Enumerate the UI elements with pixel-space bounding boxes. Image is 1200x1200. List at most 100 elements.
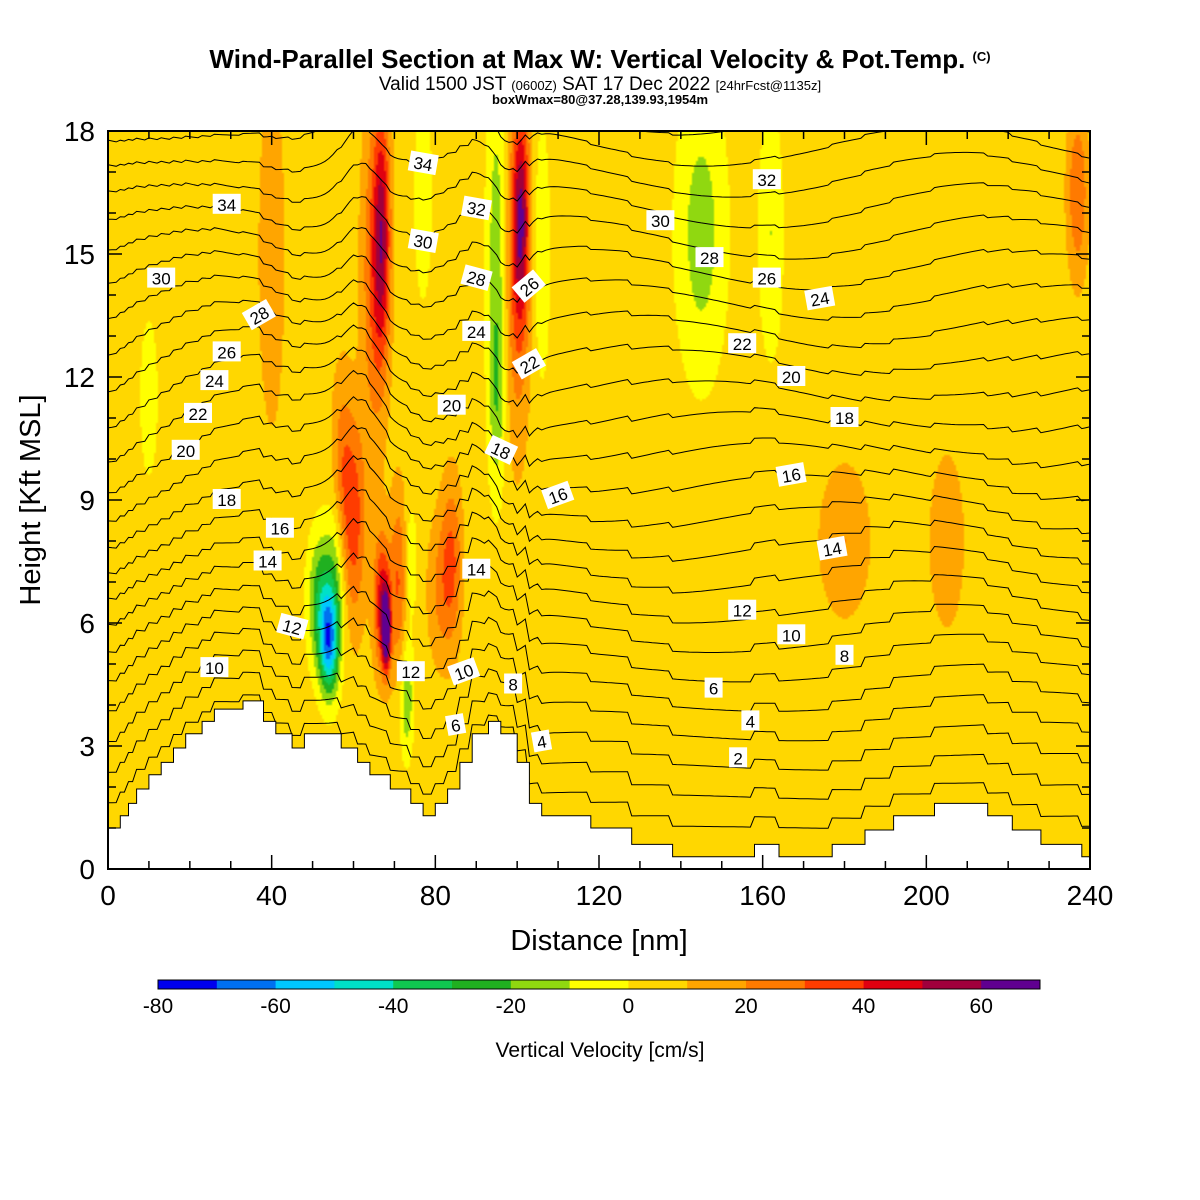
theta-label-bg <box>437 394 466 415</box>
theta-label-bg <box>407 150 439 176</box>
theta-label: 32 <box>752 169 781 190</box>
theta-contour-line <box>108 424 1090 535</box>
theta-contours <box>108 131 1090 829</box>
theta-label-text: 32 <box>757 171 776 190</box>
theta-label-text: 4 <box>746 712 755 731</box>
theta-label-bg <box>728 333 757 354</box>
theta-label-text: 28 <box>465 267 488 290</box>
theta-label-bg <box>253 550 282 571</box>
theta-label-bg <box>752 267 781 288</box>
theta-label-bg <box>752 169 781 190</box>
theta-label: 34 <box>212 193 241 215</box>
theta-label-bg <box>212 489 241 509</box>
theta-label-text: 24 <box>809 289 831 311</box>
colorbar-swatch <box>569 980 629 989</box>
colorbar-title: Vertical Velocity [cm/s] <box>496 1039 705 1062</box>
theta-label-bg <box>816 535 848 561</box>
theta-label: 8 <box>835 644 854 666</box>
theta-label-bg <box>200 370 229 391</box>
theta-label: 34 <box>407 150 439 176</box>
theta-label: 28 <box>695 247 724 268</box>
y-tick-label: 12 <box>64 362 95 393</box>
y-tick-label: 15 <box>64 239 95 270</box>
theta-label: 10 <box>777 624 806 645</box>
theta-label: 24 <box>200 370 229 391</box>
theta-label-text: 24 <box>467 323 486 342</box>
colorbar-swatch <box>334 980 394 989</box>
theta-label-bg <box>777 624 806 645</box>
theta-label-bg <box>511 348 547 380</box>
forecast-info: [24hrFcst@1135z] <box>715 78 822 93</box>
theta-label-bg <box>462 320 491 341</box>
colorbar-tick-label: -40 <box>378 995 408 1018</box>
theta-label-bg <box>212 193 241 214</box>
theta-label: 20 <box>777 366 806 387</box>
theta-contour-line <box>108 250 1090 321</box>
theta-label-text: 14 <box>467 561 486 580</box>
theta-contour-line <box>108 196 1090 260</box>
theta-label: 4 <box>530 729 553 753</box>
theta-label-text: 28 <box>700 249 719 268</box>
theta-label-bg <box>646 210 675 231</box>
theta-label-bg <box>396 661 425 682</box>
theta-label-bg <box>212 341 241 362</box>
theta-label-bg <box>775 462 807 487</box>
colorbar-swatch <box>981 980 1041 989</box>
theta-label: 14 <box>253 550 282 572</box>
theta-label-bg <box>835 644 854 665</box>
theta-label: 2 <box>729 747 748 768</box>
colorbar-tick-label: 60 <box>970 995 993 1018</box>
colorbar-tick-label: -60 <box>260 995 290 1018</box>
valid-zulu: (0600Z) <box>511 78 557 93</box>
theta-label-text: 30 <box>152 270 171 289</box>
theta-label: 30 <box>147 267 176 289</box>
theta-label-text: 20 <box>176 442 195 461</box>
theta-label-bg <box>462 558 491 579</box>
theta-label-text: 18 <box>217 491 236 510</box>
colorbar-swatch <box>216 980 277 989</box>
theta-contour-line <box>108 227 1090 291</box>
theta-label-text: 18 <box>835 409 854 428</box>
theta-label-text: 22 <box>733 335 752 354</box>
colorbar-swatch <box>687 980 747 989</box>
theta-label-text: 26 <box>217 343 236 362</box>
theta-label-bg <box>484 434 519 465</box>
theta-label: 24 <box>462 320 491 342</box>
theta-contour-line <box>108 552 1090 653</box>
theta-label: 30 <box>407 228 439 253</box>
theta-label: 14 <box>816 535 848 561</box>
theta-label: 12 <box>276 612 309 640</box>
theta-contour-line <box>108 369 1090 469</box>
theta-label-bg <box>460 195 492 221</box>
theta-label-text: 22 <box>189 405 208 424</box>
theta-label-bg <box>704 677 723 698</box>
theta-contour-line <box>108 131 1090 198</box>
theta-contour-line <box>108 671 1090 800</box>
theta-label-text: 20 <box>782 368 801 387</box>
theta-contour-line <box>108 627 1090 742</box>
theta-label: 30 <box>646 210 675 231</box>
theta-label-text: 10 <box>205 659 224 678</box>
theta-label: 32 <box>460 195 492 221</box>
y-axis: 0 3 6 9 12 15 18 <box>64 116 1090 885</box>
theta-label-bg <box>276 612 309 640</box>
theta-label: 10 <box>200 657 229 678</box>
x-tick-label: 240 <box>1067 880 1114 911</box>
theta-label-text: 12 <box>280 616 303 639</box>
x-tick-label: 0 <box>100 880 116 911</box>
theta-label-bg <box>777 366 806 386</box>
theta-contour-line <box>108 324 1090 408</box>
theta-label: 26 <box>212 341 241 362</box>
colorbar-swatch <box>804 980 865 989</box>
theta-label: 16 <box>265 517 294 539</box>
colorbar-swatch <box>628 980 688 989</box>
y-tick-label: 3 <box>79 731 95 762</box>
theta-contour-line <box>108 694 1090 829</box>
theta-contour-line <box>108 584 1090 683</box>
theta-label-text: 24 <box>205 372 224 391</box>
theta-label-bg <box>728 599 757 620</box>
colorbar-frame <box>157 979 1041 990</box>
y-tick-label: 9 <box>79 485 95 516</box>
theta-contour-line <box>108 455 1090 565</box>
copyright-mark: (C) <box>972 49 991 64</box>
